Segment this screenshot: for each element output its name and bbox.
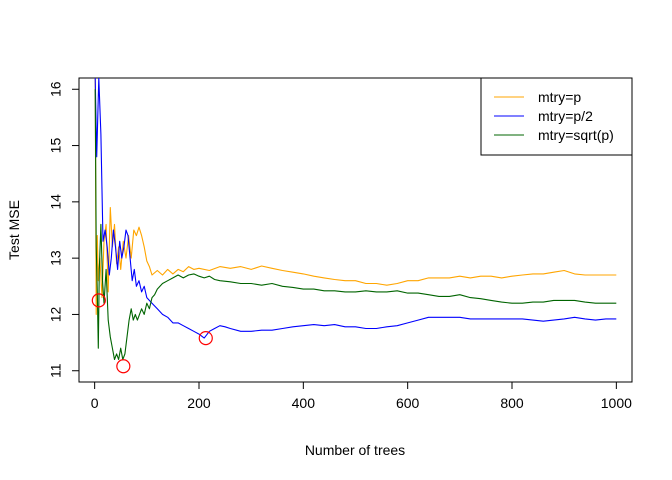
x-axis: 0 200 400 600 800 1000 bbox=[91, 381, 632, 411]
series-line-2 bbox=[94, 78, 617, 339]
x-tick-label: 600 bbox=[396, 395, 420, 411]
highlight-markers bbox=[91, 293, 213, 374]
legend-label: mtry=p/2 bbox=[538, 108, 593, 124]
legend-label: mtry=p bbox=[538, 89, 581, 105]
x-axis-label: Number of trees bbox=[305, 442, 405, 458]
y-tick-label: 15 bbox=[48, 138, 64, 154]
x-tick-label: 800 bbox=[500, 395, 524, 411]
legend: mtry=p mtry=p/2 mtry=sqrt(p) bbox=[480, 77, 633, 156]
x-tick-label: 0 bbox=[91, 395, 99, 411]
series-line-1 bbox=[94, 78, 617, 315]
legend-label: mtry=sqrt(p) bbox=[538, 127, 614, 143]
x-tick-label: 400 bbox=[292, 395, 316, 411]
min-marker-1 bbox=[91, 293, 106, 308]
y-axis: 11 12 13 14 15 16 bbox=[48, 81, 80, 378]
x-tick-label: 200 bbox=[187, 395, 211, 411]
min-marker-2 bbox=[116, 359, 131, 374]
y-tick-label: 12 bbox=[48, 306, 64, 322]
min-marker-3 bbox=[198, 330, 213, 346]
series-line-3 bbox=[94, 89, 617, 361]
series-lines bbox=[94, 78, 617, 361]
y-tick-label: 16 bbox=[48, 81, 64, 97]
y-tick-label: 11 bbox=[48, 363, 64, 378]
y-tick-label: 14 bbox=[48, 194, 64, 210]
x-tick-label: 1000 bbox=[601, 395, 632, 411]
y-tick-label: 13 bbox=[48, 250, 64, 266]
y-axis-label: Test MSE bbox=[6, 200, 22, 260]
